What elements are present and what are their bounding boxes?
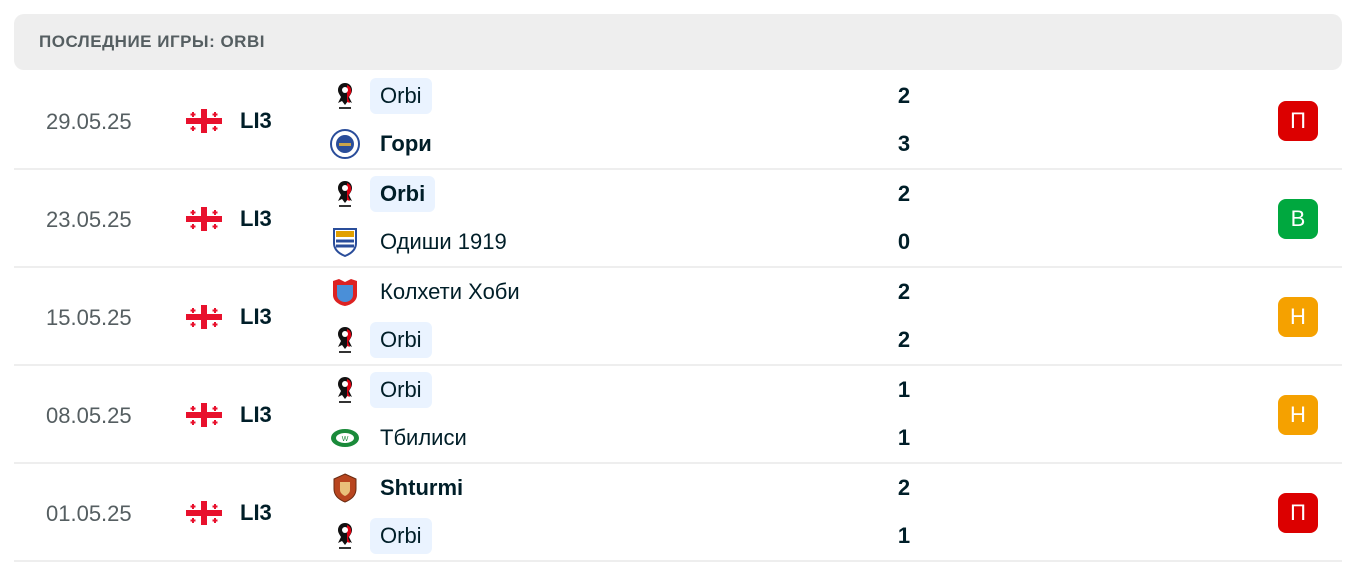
georgia-flag-icon bbox=[186, 207, 222, 231]
match-row[interactable]: 23.05.25 LI3 Orbi 2 Одиши 1919 0 В bbox=[14, 170, 1342, 268]
home-score: 2 bbox=[897, 83, 911, 108]
match-row[interactable]: 15.05.25 LI3 Колхети Хоби 2 Orbi 2 Н bbox=[14, 268, 1342, 366]
home-score: 2 bbox=[897, 475, 911, 500]
away-team[interactable]: W Тбилиси bbox=[330, 418, 477, 458]
home-team[interactable]: Orbi bbox=[330, 76, 432, 116]
section-title: ПОСЛЕДНИЕ ИГРЫ: ORBI bbox=[39, 32, 265, 51]
away-team[interactable]: Orbi bbox=[330, 320, 432, 360]
team-name: Orbi bbox=[370, 176, 436, 212]
team-name: Orbi bbox=[370, 322, 432, 358]
georgia-flag-icon bbox=[186, 109, 222, 133]
team-logo-icon bbox=[330, 81, 360, 111]
match-row[interactable]: 01.05.25 LI3 Shturmi 2 Orbi 1 П bbox=[14, 464, 1342, 562]
team-logo-icon bbox=[330, 277, 360, 307]
match-row[interactable]: 08.05.25 LI3 Orbi 1 W Тбилиси 1 Н bbox=[14, 366, 1342, 464]
team-name: Orbi bbox=[370, 518, 432, 554]
home-team[interactable]: Orbi bbox=[330, 174, 436, 214]
league-name[interactable]: LI3 bbox=[240, 206, 272, 231]
match-date: 23.05.25 bbox=[46, 207, 132, 232]
away-score: 2 bbox=[897, 327, 911, 352]
team-logo-icon bbox=[330, 473, 360, 503]
team-name: Колхети Хоби bbox=[380, 279, 520, 304]
league-name[interactable]: LI3 bbox=[240, 402, 272, 427]
away-team[interactable]: Одиши 1919 bbox=[330, 222, 517, 262]
away-score: 0 bbox=[897, 229, 911, 254]
georgia-flag-icon bbox=[186, 501, 222, 525]
result-badge: П bbox=[1278, 101, 1318, 141]
team-logo-icon bbox=[330, 521, 360, 551]
match-row[interactable]: 29.05.25 LI3 Orbi 2 Гори 3 П bbox=[14, 72, 1342, 170]
team-name: Гори bbox=[380, 131, 432, 156]
match-date: 01.05.25 bbox=[46, 501, 132, 526]
team-name: Одиши 1919 bbox=[380, 229, 507, 254]
svg-text:W: W bbox=[342, 436, 349, 443]
team-logo-icon bbox=[330, 325, 360, 355]
home-team[interactable]: Колхети Хоби bbox=[330, 272, 530, 312]
away-score: 1 bbox=[897, 425, 911, 450]
team-logo-icon bbox=[330, 129, 360, 159]
team-logo-icon: W bbox=[330, 423, 360, 453]
result-badge: П bbox=[1278, 493, 1318, 533]
result-badge: Н bbox=[1278, 395, 1318, 435]
team-logo-icon bbox=[330, 179, 360, 209]
match-date: 08.05.25 bbox=[46, 403, 132, 428]
home-score: 1 bbox=[897, 377, 911, 402]
away-score: 3 bbox=[897, 131, 911, 156]
league-name[interactable]: LI3 bbox=[240, 304, 272, 329]
georgia-flag-icon bbox=[186, 305, 222, 329]
team-name: Shturmi bbox=[380, 475, 464, 500]
away-team[interactable]: Orbi bbox=[330, 516, 432, 556]
home-score: 2 bbox=[897, 279, 911, 304]
league-name[interactable]: LI3 bbox=[240, 500, 272, 525]
georgia-flag-icon bbox=[186, 403, 222, 427]
team-name: Orbi bbox=[370, 78, 432, 114]
team-name: Тбилиси bbox=[380, 425, 467, 450]
away-team[interactable]: Гори bbox=[330, 124, 442, 164]
result-badge: В bbox=[1278, 199, 1318, 239]
section-header: ПОСЛЕДНИЕ ИГРЫ: ORBI bbox=[14, 14, 1342, 70]
team-name: Orbi bbox=[370, 372, 432, 408]
result-badge: Н bbox=[1278, 297, 1318, 337]
match-date: 29.05.25 bbox=[46, 109, 132, 134]
team-logo-icon bbox=[330, 375, 360, 405]
home-score: 2 bbox=[897, 181, 911, 206]
away-score: 1 bbox=[897, 523, 911, 548]
home-team[interactable]: Shturmi bbox=[330, 468, 473, 508]
league-name[interactable]: LI3 bbox=[240, 108, 272, 133]
match-date: 15.05.25 bbox=[46, 305, 132, 330]
home-team[interactable]: Orbi bbox=[330, 370, 432, 410]
team-logo-icon bbox=[330, 227, 360, 257]
